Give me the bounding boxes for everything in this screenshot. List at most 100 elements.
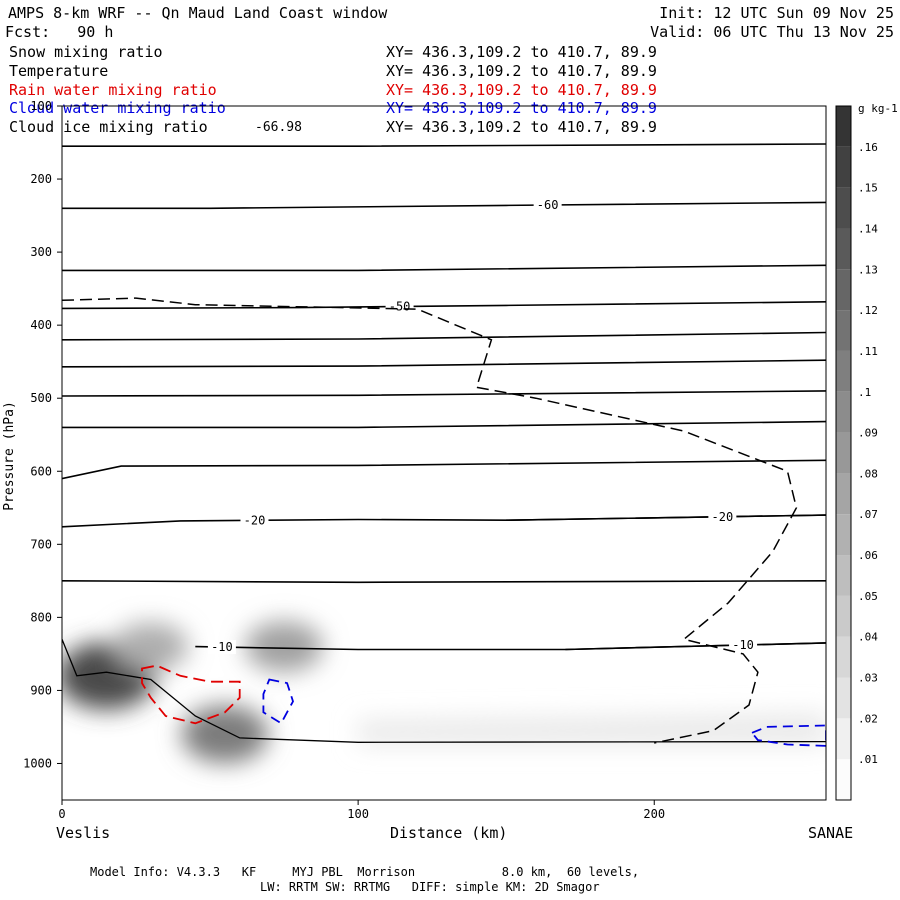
x-tick-label-100: 100: [347, 807, 369, 821]
rain-contour: [141, 664, 241, 725]
colorbar-swatch-2: [836, 677, 851, 719]
legend-temperature-label: Temperature: [9, 62, 109, 80]
colorbar-swatch-15: [836, 146, 851, 188]
y-tick-label-700: 700: [30, 537, 52, 551]
isotherm-label-1: -50: [389, 300, 411, 314]
model-info-line1: Model Info: V4.3.3 KF MYJ PBL Morrison 8…: [90, 865, 640, 879]
isotherm-6: [62, 459, 826, 480]
y-tick-label-800: 800: [30, 610, 52, 624]
isotherm-label-4: -10: [211, 640, 233, 654]
isotherm-label-bg-2: [240, 513, 269, 528]
legend-cloud-ice-extra: -66.98: [255, 120, 302, 135]
isotherm-label-3: -20: [712, 510, 734, 524]
colorbar-label-6: .07: [858, 508, 878, 521]
model-info-line2: LW: RRTM SW: RRTMG DIFF: simple KM: 2D S…: [260, 880, 600, 894]
colorbar-unit: g kg-1: [858, 102, 898, 115]
isotherm-label-bg-1: [385, 299, 414, 314]
colorbar-swatch-4: [836, 595, 851, 637]
isotherm-labelled-0: [62, 201, 826, 210]
colorbar-swatch-6: [836, 514, 851, 556]
colorbar-swatch-5: [836, 555, 851, 596]
snow-shade-low: [358, 712, 826, 746]
isotherm-label-bg-5: [729, 638, 758, 653]
colorbar-label-0: .01: [858, 753, 878, 766]
colorbar-swatch-10: [836, 350, 851, 392]
x-tick-label-200: 200: [643, 807, 665, 821]
terrain-line: [62, 639, 826, 743]
legend-rain-xy: XY= 436.3,109.2 to 410.7, 89.9: [386, 81, 657, 99]
isotherm-labelled-5: [565, 642, 826, 651]
snow-shade-3: [181, 705, 269, 764]
colorbar-swatch-16: [836, 106, 851, 147]
colorbar-label-11: .12: [858, 304, 878, 317]
valid-time: Valid: 06 UTC Thu 13 Nov 25: [650, 23, 894, 41]
legend-cloud-ice-xy: XY= 436.3,109.2 to 410.7, 89.9: [386, 118, 657, 136]
init-time: Init: 12 UTC Sun 09 Nov 25: [659, 4, 894, 22]
isotherm-1: [62, 264, 826, 272]
legend-snow-xy: XY= 436.3,109.2 to 410.7, 89.9: [386, 43, 657, 61]
snow-shade-2: [245, 621, 324, 672]
colorbar-swatch-1: [836, 718, 851, 760]
x-endpoint-left: Veslis: [56, 824, 111, 842]
colorbar-label-12: .13: [858, 263, 878, 276]
colorbar-label-2: .03: [858, 672, 878, 685]
legend-cloud-water-xy: XY= 436.3,109.2 to 410.7, 89.9: [386, 99, 657, 117]
colorbar-swatch-11: [836, 310, 851, 351]
colorbar-swatch-9: [836, 391, 851, 433]
x-axis-label: Distance (km): [390, 824, 508, 842]
isotherm-2: [62, 331, 826, 341]
legend-rain-label: Rain water mixing ratio: [9, 81, 217, 99]
legend-temperature-xy: XY= 436.3,109.2 to 410.7, 89.9: [386, 62, 657, 80]
isotherm-label-5: -10: [732, 638, 754, 652]
colorbar-label-1: .02: [858, 712, 878, 725]
plot-frame: [61, 105, 827, 801]
forecast-hour: Fcst: 90 h: [5, 23, 114, 41]
isotherm-label-2: -20: [244, 513, 266, 527]
isotherm-4: [62, 390, 826, 397]
isotherm-label-0: -60: [537, 198, 559, 212]
colorbar-swatch-14: [836, 187, 851, 229]
colorbar-swatch-7: [836, 473, 851, 515]
y-tick-label-100: 100: [30, 99, 52, 113]
colorbar-label-14: .15: [858, 182, 878, 195]
colorbar-label-3: .04: [858, 631, 878, 644]
cloud-water-contour-0: [262, 678, 294, 725]
colorbar-label-15: .16: [858, 141, 878, 154]
colorbar-label-10: .11: [858, 345, 878, 358]
colorbar-swatch-3: [836, 636, 851, 678]
isotherm-labelled-3: [506, 514, 826, 521]
isotherm-5: [62, 420, 826, 429]
colorbar-swatch-0: [836, 759, 851, 800]
snow-shade-1: [113, 622, 189, 671]
y-axis-label: Pressure (hPa): [1, 401, 17, 511]
x-endpoint-right: SANAE: [808, 824, 854, 842]
colorbar-label-8: .09: [858, 427, 878, 440]
isotherm-0: [62, 143, 826, 147]
x-tick-label-0: 0: [58, 807, 65, 821]
y-tick-label-200: 200: [30, 172, 52, 186]
y-tick-label-600: 600: [30, 464, 52, 478]
y-tick-label-500: 500: [30, 391, 52, 405]
legend-cloud-ice-label: Cloud ice mixing ratio: [9, 118, 208, 136]
colorbar-label-9: .1: [858, 386, 871, 399]
colorbar-label-13: .14: [858, 222, 878, 235]
isotherm-label-bg-0: [533, 197, 562, 212]
y-tick-label-1000: 1000: [23, 756, 52, 770]
colorbar-swatch-13: [836, 228, 851, 270]
colorbar-swatch-8: [836, 432, 851, 474]
y-tick-label-300: 300: [30, 245, 52, 259]
isotherm-7: [62, 579, 826, 584]
cloud-water-contour-1: [750, 724, 826, 747]
legend-snow-label: Snow mixing ratio: [9, 43, 163, 61]
y-tick-label-400: 400: [30, 318, 52, 332]
isotherm-label-bg-3: [708, 509, 737, 524]
colorbar-label-7: .08: [858, 467, 878, 480]
isotherm-3: [62, 359, 826, 368]
colorbar-frame: [835, 105, 852, 801]
legend-cloud-water-label: Cloud water mixing ratio: [9, 99, 226, 117]
chart-title: AMPS 8-km WRF -- Qn Maud Land Coast wind…: [8, 4, 388, 22]
isotherm-label-bg-4: [207, 640, 236, 655]
colorbar-swatch-12: [836, 269, 851, 311]
colorbar-label-4: .05: [858, 590, 878, 603]
